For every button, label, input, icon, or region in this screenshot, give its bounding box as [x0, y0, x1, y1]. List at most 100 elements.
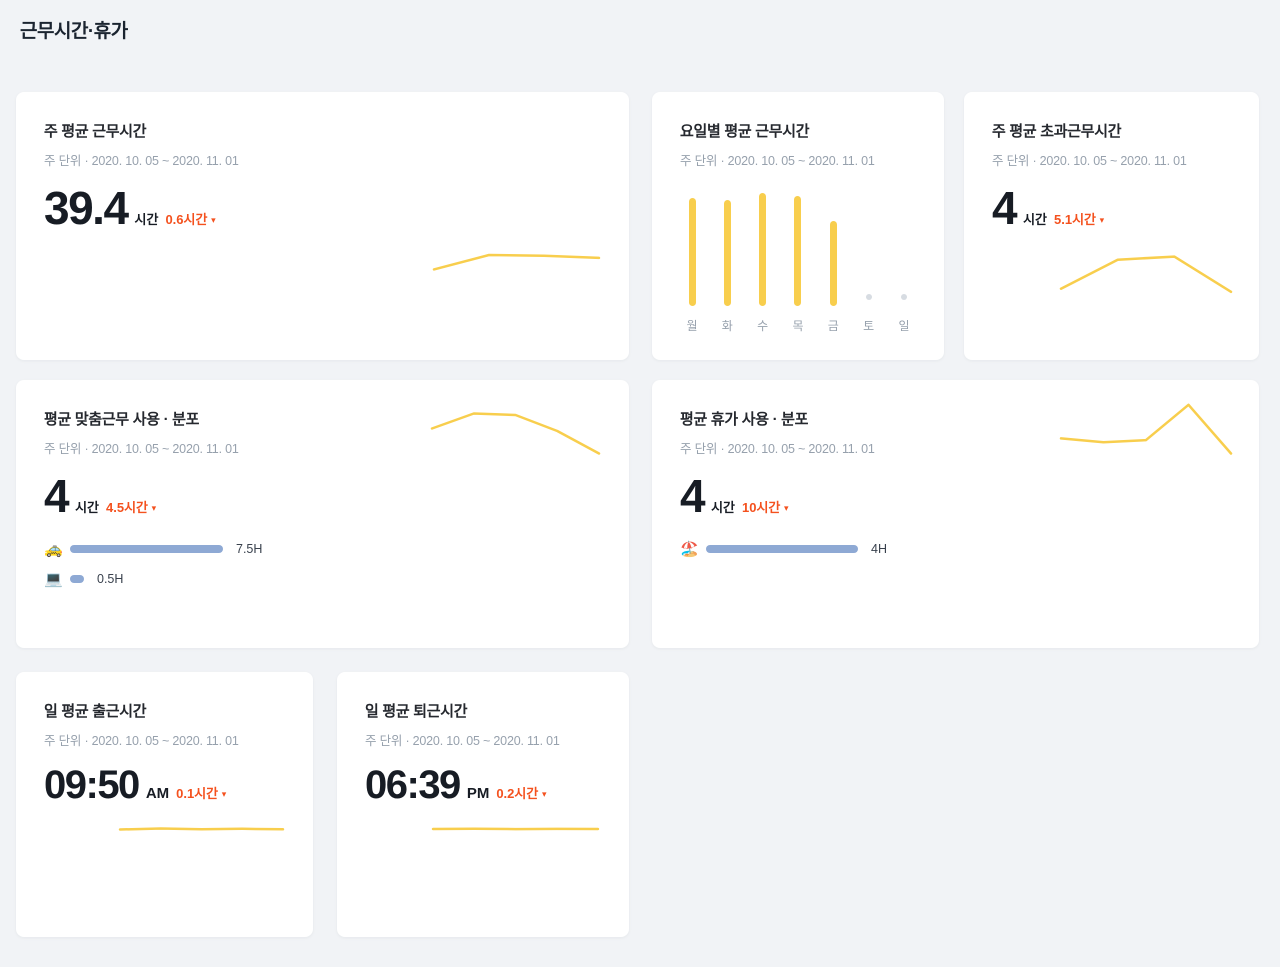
page-title: 근무시간·휴가 — [20, 21, 128, 42]
metric: 4 시간 4.5시간 ▾ — [44, 473, 601, 519]
sparkline-chart — [430, 404, 601, 458]
delta-value: 0.6시간 — [165, 212, 208, 227]
bar — [723, 200, 731, 306]
distribution-row: 💻 0.5H — [44, 567, 601, 591]
distribution-row: 🏖️ 4H — [680, 537, 1231, 561]
card-vacation-usage: 평균 휴가 사용 · 분포 주 단위 · 2020. 10. 05 ~ 2020… — [652, 380, 1259, 648]
distribution-list: 🚕 7.5H 💻 0.5H — [44, 537, 601, 591]
metric-meridiem: AM — [145, 785, 170, 802]
card-custom-work-usage: 평균 맞춤근무 사용 · 분포 주 단위 · 2020. 10. 05 ~ 20… — [16, 380, 629, 648]
bar-column-화: 화 — [717, 193, 737, 334]
bar-stack — [759, 193, 767, 306]
metric-delta: 5.1시간 ▾ — [1054, 209, 1104, 228]
card-period: 주 단위 · 2020. 10. 05 ~ 2020. 11. 01 — [44, 154, 239, 168]
bar-label: 일 — [898, 319, 910, 333]
metric-value: 06:39 — [365, 763, 461, 807]
bar-stack — [829, 193, 837, 306]
card-weekday-avg-hours: 요일별 평균 근무시간 주 단위 · 2020. 10. 05 ~ 2020. … — [652, 92, 944, 360]
metric-unit: 시간 — [1023, 212, 1048, 227]
distribution-list: 🏖️ 4H — [680, 537, 1231, 561]
card-title: 평균 맞춤근무 사용 · 분포 — [44, 411, 200, 428]
card-weekly-avg-overtime: 주 평균 초과근무시간 주 단위 · 2020. 10. 05 ~ 2020. … — [964, 92, 1259, 360]
bar — [794, 196, 802, 306]
metric: 4 시간 10시간 ▾ — [680, 473, 1231, 519]
delta-value: 0.2시간 — [496, 786, 539, 801]
card-period: 주 단위 · 2020. 10. 05 ~ 2020. 11. 01 — [365, 734, 560, 748]
zero-dot — [900, 294, 907, 300]
bar-label: 목 — [792, 319, 804, 333]
sparkline-chart — [431, 822, 600, 836]
metric-meridiem: PM — [466, 785, 490, 802]
delta-down-icon: ▾ — [1099, 215, 1105, 225]
card-weekly-avg-hours: 주 평균 근무시간 주 단위 · 2020. 10. 05 ~ 2020. 11… — [16, 92, 629, 360]
delta-value: 10시간 — [742, 500, 781, 515]
metric-unit: 시간 — [711, 500, 736, 515]
distribution-bar — [706, 545, 858, 553]
card-period: 주 단위 · 2020. 10. 05 ~ 2020. 11. 01 — [44, 734, 239, 748]
metric-delta: 0.1시간 ▾ — [176, 783, 226, 802]
bar-column-월: 월 — [682, 193, 702, 334]
bar-stack — [688, 193, 696, 306]
bar-label: 수 — [757, 319, 769, 333]
metric-value: 39.4 — [44, 182, 129, 234]
card-period: 주 단위 · 2020. 10. 05 ~ 2020. 11. 01 — [680, 154, 875, 168]
bar-column-목: 목 — [788, 193, 808, 334]
bar — [688, 198, 696, 306]
sparkline-chart — [118, 822, 285, 836]
card-avg-clock-in: 일 평균 출근시간 주 단위 · 2020. 10. 05 ~ 2020. 11… — [16, 672, 313, 937]
bar-stack — [723, 193, 731, 306]
bar-column-금: 금 — [823, 193, 843, 334]
metric-delta: 0.6시간 ▾ — [165, 209, 215, 228]
beach-icon: 🏖️ — [680, 540, 699, 558]
bar-column-일: 일 — [894, 193, 914, 334]
bar-stack — [900, 193, 907, 306]
bar — [829, 221, 837, 306]
metric-value: 4 — [680, 470, 706, 522]
card-title: 일 평균 출근시간 — [44, 703, 147, 720]
card-title: 주 평균 초과근무시간 — [992, 123, 1122, 140]
card-period: 주 단위 · 2020. 10. 05 ~ 2020. 11. 01 — [992, 154, 1187, 168]
bar-column-토: 토 — [859, 193, 879, 334]
delta-value: 0.1시간 — [176, 786, 219, 801]
delta-value: 5.1시간 — [1054, 212, 1097, 227]
taxi-icon: 🚕 — [44, 540, 63, 558]
metric: 39.4 시간 0.6시간 ▾ — [44, 185, 601, 231]
delta-value: 4.5시간 — [106, 500, 149, 515]
delta-down-icon: ▾ — [151, 503, 157, 513]
distribution-bar — [70, 545, 223, 553]
delta-down-icon: ▾ — [221, 789, 227, 799]
bar-label: 월 — [686, 319, 698, 333]
metric-unit: 시간 — [75, 500, 100, 515]
distribution-label: 7.5H — [236, 542, 263, 556]
sparkline-chart — [1059, 400, 1233, 460]
card-title: 주 평균 근무시간 — [44, 123, 147, 140]
sparkline-chart — [1059, 248, 1233, 296]
bar-stack — [865, 193, 872, 306]
delta-down-icon: ▾ — [784, 503, 789, 513]
metric-value: 4 — [992, 182, 1018, 234]
distribution-label: 0.5H — [97, 572, 124, 586]
metric-delta: 0.2시간 ▾ — [496, 783, 546, 802]
metric-value: 4 — [44, 470, 70, 522]
metric-unit: 시간 — [134, 212, 159, 227]
bar-stack — [794, 193, 802, 306]
sparkline-chart — [432, 247, 601, 275]
card-title: 요일별 평균 근무시간 — [680, 123, 810, 140]
card-period: 주 단위 · 2020. 10. 05 ~ 2020. 11. 01 — [44, 442, 239, 456]
zero-dot — [865, 294, 872, 300]
delta-down-icon: ▾ — [541, 789, 547, 799]
card-title: 일 평균 퇴근시간 — [365, 703, 468, 720]
card-avg-clock-out: 일 평균 퇴근시간 주 단위 · 2020. 10. 05 ~ 2020. 11… — [337, 672, 629, 937]
bar — [759, 193, 767, 306]
metric-value: 09:50 — [44, 763, 140, 807]
laptop-icon: 💻 — [44, 570, 63, 588]
bar-label: 화 — [721, 319, 733, 333]
bar-column-수: 수 — [753, 193, 773, 334]
distribution-label: 4H — [871, 542, 887, 556]
bar-label: 금 — [827, 319, 839, 333]
metric: 4 시간 5.1시간 ▾ — [992, 185, 1231, 231]
distribution-row: 🚕 7.5H — [44, 537, 601, 561]
metric-delta: 10시간 ▾ — [742, 497, 789, 516]
